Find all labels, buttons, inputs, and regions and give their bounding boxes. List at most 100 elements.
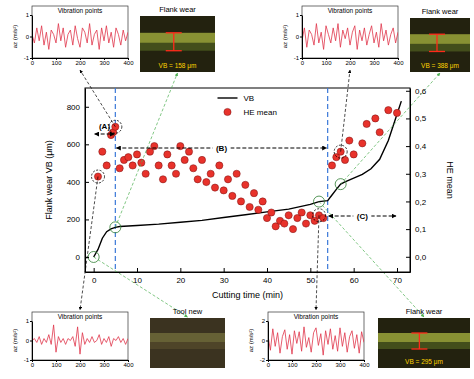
tick-mark: [85, 257, 89, 258]
tick-mark: [406, 174, 410, 175]
photo-title: Tool new: [173, 307, 203, 316]
inset-frame: [268, 312, 364, 360]
tick: 10: [133, 268, 142, 285]
tick: 70: [393, 268, 402, 285]
y2-axis: 0,00,10,20,30,40,50,6: [406, 87, 427, 273]
tick: 400: [123, 58, 134, 66]
he-point: [268, 209, 275, 216]
signal-line: [32, 24, 128, 50]
he-point: [155, 162, 162, 169]
photo: VB = 295 μm: [378, 318, 470, 368]
tick: 1: [296, 12, 302, 18]
vb-marker: [411, 348, 427, 349]
inset-x-axis: 0100200300400: [31, 58, 134, 66]
photo-title: Flank wear: [422, 7, 459, 16]
tick-label: 0,5: [415, 114, 427, 123]
tick: -1: [24, 55, 32, 61]
region-label-bg: [213, 142, 231, 154]
inset-y-axis: -101: [24, 12, 33, 61]
he-point: [125, 154, 132, 161]
region-label: (C): [357, 212, 368, 221]
tick-label: 0: [92, 276, 97, 285]
x-axis: 010203040506070: [86, 268, 411, 285]
tick-mark: [30, 321, 32, 322]
tick: 600: [67, 140, 89, 149]
tick-mark: [406, 201, 410, 202]
he-point: [211, 184, 218, 191]
photo-wear: [410, 44, 470, 52]
tick-mark: [300, 15, 302, 16]
he-point: [216, 162, 223, 169]
tick-label: 20: [176, 276, 185, 285]
he-point: [376, 129, 383, 136]
tick-label: -1: [294, 55, 300, 61]
he-point: [285, 212, 292, 219]
he-point: [203, 178, 210, 185]
connector: [341, 73, 440, 184]
tick-label: 0,3: [415, 170, 427, 179]
inset: 0100200300400-202Vibration pointsaz (m/s…: [248, 307, 470, 368]
region-label-bg: [353, 210, 371, 222]
vb-marker: [436, 34, 437, 51]
photo-edge: [140, 33, 215, 43]
tick: 0: [301, 58, 305, 66]
photo-edge: [150, 333, 225, 342]
tick-label: 0: [267, 362, 271, 368]
tick: 100: [321, 58, 332, 66]
tick: 0: [296, 34, 302, 40]
tick-label: 400: [393, 60, 404, 66]
tick-label: 100: [321, 60, 332, 66]
tick: 300: [99, 360, 110, 368]
he-point: [246, 203, 253, 210]
tick: 0: [92, 268, 97, 285]
tick: 400: [67, 178, 89, 187]
he-point: [281, 220, 288, 227]
tick: 60: [350, 268, 359, 285]
tick-label: 1: [26, 318, 30, 324]
tick: 200: [75, 360, 86, 368]
connector: [316, 215, 319, 310]
tick-label: 400: [359, 362, 370, 368]
he-point: [190, 165, 197, 172]
tick: 0: [267, 360, 271, 368]
tick-label: 0: [31, 60, 35, 66]
tick: 0,3: [406, 170, 427, 179]
he-point: [359, 140, 366, 147]
photo-wear: [378, 342, 470, 349]
tick: 300: [99, 58, 110, 66]
tick: 1: [26, 318, 32, 324]
tick: 0: [26, 34, 32, 40]
tick-label: 100: [51, 60, 62, 66]
signal-line: [302, 24, 398, 50]
legend-swatch: [224, 108, 231, 115]
tick-label: 70: [393, 276, 402, 285]
photo-label: VB = 158 μm: [159, 62, 197, 70]
tick-mark: [30, 360, 32, 361]
tick-mark: [406, 229, 410, 230]
he-point: [116, 165, 123, 172]
tick-label: 0: [31, 362, 35, 368]
inset-y-axis: -1 0 1: [294, 12, 303, 61]
tick-label: 300: [99, 60, 110, 66]
tick: 100: [51, 58, 62, 66]
tick: 0,4: [406, 142, 427, 151]
tick-mark: [30, 37, 32, 38]
tick-mark: [85, 219, 89, 220]
vb-marker: [429, 34, 445, 35]
tick-mark: [397, 268, 398, 272]
tick: -2: [260, 357, 268, 363]
inset-y-title: az (m/s²): [12, 25, 18, 49]
he-point: [346, 137, 353, 144]
tick-mark: [310, 268, 311, 272]
he-point: [138, 159, 145, 166]
plot-frame: [85, 88, 410, 272]
he-point: [220, 187, 227, 194]
he-point: [328, 162, 335, 169]
vb-line: [94, 101, 402, 257]
signal-line: [32, 325, 128, 354]
legend-label: VB: [244, 94, 255, 103]
inset-frame: [302, 6, 398, 58]
tick-label: 0,2: [415, 198, 427, 207]
connector: [319, 202, 424, 317]
y2-axis-line: [410, 89, 411, 273]
